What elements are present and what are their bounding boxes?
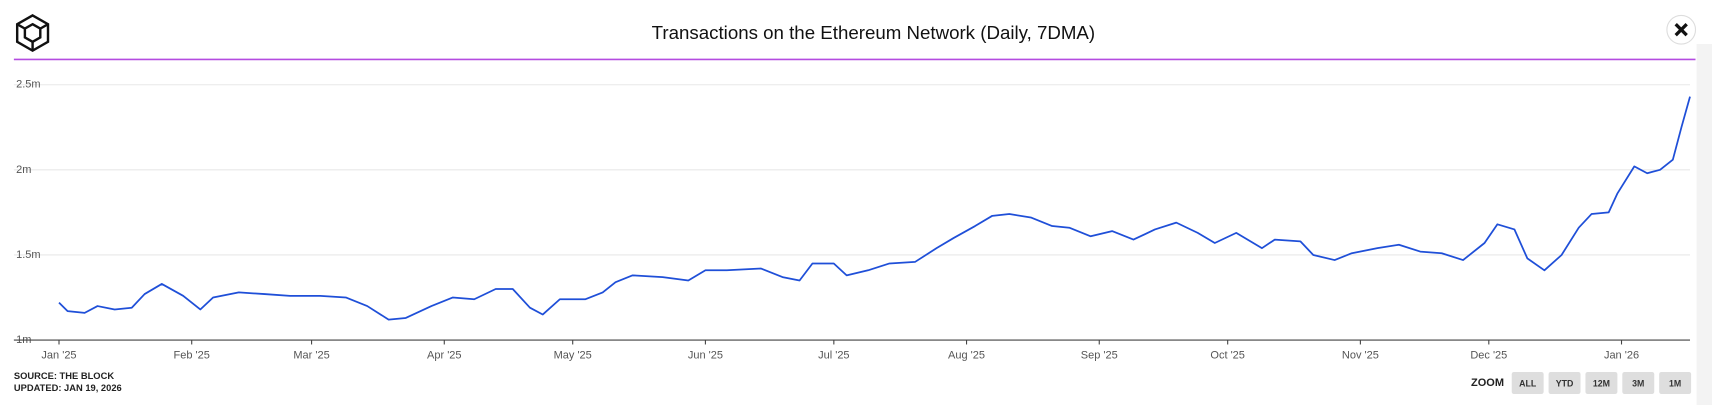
x-tick-label: Mar '25 [293, 349, 329, 361]
updated: UPDATED: JAN 19, 2026 [14, 383, 122, 393]
zoom-button-label[interactable]: YTD [1556, 378, 1574, 388]
zoom-button[interactable] [1548, 371, 1581, 394]
zoom-button-label[interactable]: 3M [1632, 378, 1644, 388]
close-button[interactable] [1666, 14, 1697, 45]
x-tick-label: Nov '25 [1342, 349, 1379, 361]
x-tick-label: Jul '25 [818, 349, 849, 361]
x-tick-label: Aug '25 [948, 349, 985, 361]
zoom-button[interactable] [1622, 371, 1655, 394]
x-tick-label: Feb '25 [174, 349, 210, 361]
x-tick-label: Jun '25 [688, 349, 723, 361]
x-tick-label: Sep '25 [1081, 349, 1118, 361]
zoom-button-label[interactable]: 12M [1593, 378, 1610, 388]
x-tick-label: May '25 [554, 349, 592, 361]
scrollbar[interactable] [1696, 44, 1713, 405]
chart-title: Transactions on the Ethereum Network (Da… [652, 22, 1095, 43]
x-tick-label: Oct '25 [1210, 349, 1245, 361]
source: SOURCE: THE BLOCK [14, 371, 114, 381]
x-tick-label: Jan '26 [1604, 349, 1639, 361]
x-tick-label: Jan '25 [41, 349, 76, 361]
zoom-button[interactable] [1511, 371, 1544, 394]
zoom-button[interactable] [1659, 371, 1692, 394]
zoom-button-label[interactable]: ALL [1519, 378, 1537, 388]
zoom-button-label[interactable]: 1M [1669, 378, 1681, 388]
x-tick-label: Apr '25 [427, 349, 462, 361]
y-tick-label: 1.5m [16, 249, 40, 261]
x-tick-label: Dec '25 [1470, 349, 1507, 361]
y-tick-label: 2.5m [16, 79, 40, 91]
logo [15, 14, 50, 53]
zoom-label: ZOOM [1471, 377, 1504, 389]
y-tick-label: 2m [16, 164, 31, 176]
series-line [58, 96, 1691, 321]
zoom-button[interactable] [1585, 371, 1618, 394]
